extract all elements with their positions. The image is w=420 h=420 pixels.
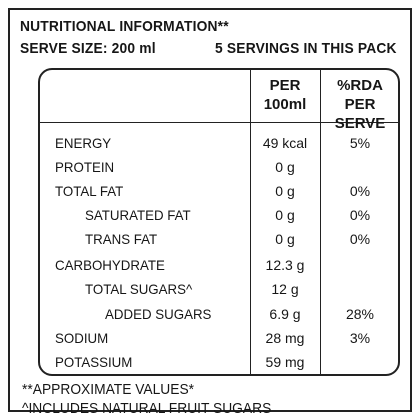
nutrient-value: 12 g (271, 281, 299, 297)
nutrient-value: 59 mg (265, 354, 305, 370)
label-title: NUTRITIONAL INFORMATION** (20, 18, 229, 35)
nutrient-value: 0 g (275, 231, 295, 247)
column-header-per-100ml: PER 100ml (250, 76, 320, 114)
nutrient-value: 0 g (275, 183, 295, 199)
nutrient-name: ADDED SUGARS (105, 306, 212, 322)
nutrient-name: TRANS FAT (85, 231, 158, 247)
nutrient-row-potassium: POTASSIUM 59 mg (40, 352, 402, 372)
nutrient-row-sodium: SODIUM 28 mg 3% (40, 328, 402, 348)
nutrient-row-trans-fat: TRANS FAT 0 g 0% (40, 229, 402, 249)
nutrient-row-total-fat: TOTAL FAT 0 g 0% (40, 181, 402, 201)
column-header-line: 100ml (263, 96, 307, 113)
nutrient-name: CARBOHYDRATE (55, 257, 165, 273)
column-header-line: PER SERVE (334, 96, 386, 132)
nutrient-row-added-sugars: ADDED SUGARS 6.9 g 28% (40, 304, 402, 324)
serve-size: SERVE SIZE: 200 ml (20, 40, 156, 57)
nutrient-rda: 0% (349, 231, 371, 247)
footnote-natural-sugars: ^INCLUDES NATURAL FRUIT SUGARS (22, 400, 272, 417)
nutrient-row-total-sugars: TOTAL SUGARS^ 12 g (40, 279, 402, 299)
nutrient-row-energy: ENERGY 49 kcal 5% (40, 133, 402, 153)
servings-per-pack: 5 SERVINGS IN THIS PACK (215, 40, 397, 57)
nutrient-rda: 0% (349, 207, 371, 223)
nutrient-value: 49 kcal (262, 135, 308, 151)
nutrient-name: TOTAL SUGARS^ (85, 281, 193, 297)
nutrient-name: SATURATED FAT (85, 207, 191, 223)
nutrient-value: 28 mg (265, 330, 305, 346)
nutrient-rda: 3% (349, 330, 371, 346)
nutrition-label: NUTRITIONAL INFORMATION** SERVE SIZE: 20… (8, 8, 412, 417)
nutrient-rda: 5% (349, 135, 371, 151)
nutrient-value: 12.3 g (265, 257, 305, 273)
nutrient-value: 6.9 g (269, 306, 301, 322)
column-header-rda: %RDA PER SERVE (320, 76, 400, 133)
column-header-line: %RDA (337, 77, 383, 94)
column-divider (320, 70, 321, 374)
nutrient-row-protein: PROTEIN 0 g (40, 157, 402, 177)
serving-info: SERVE SIZE: 200 ml 5 SERVINGS IN THIS PA… (20, 40, 420, 57)
nutrient-name: POTASSIUM (55, 354, 133, 370)
nutrient-name: ENERGY (55, 135, 112, 151)
nutrient-row-saturated-fat: SATURATED FAT 0 g 0% (40, 205, 402, 225)
column-header-line: PER (269, 77, 301, 94)
nutrient-value: 0 g (275, 159, 295, 175)
nutrient-table: PER 100ml %RDA PER SERVE ENERGY 49 kcal … (38, 68, 400, 376)
nutrient-value: 0 g (275, 207, 295, 223)
nutrient-rda: 0% (349, 183, 371, 199)
header-divider (40, 122, 398, 123)
nutrient-row-carbohydrate: CARBOHYDRATE 12.3 g (40, 255, 402, 275)
nutrient-name: SODIUM (55, 330, 109, 346)
nutrient-rda: 28% (345, 306, 375, 322)
nutrient-name: PROTEIN (55, 159, 115, 175)
column-divider (250, 70, 251, 374)
footnote-approximate: **APPROXIMATE VALUES* (22, 381, 195, 398)
nutrient-name: TOTAL FAT (55, 183, 124, 199)
